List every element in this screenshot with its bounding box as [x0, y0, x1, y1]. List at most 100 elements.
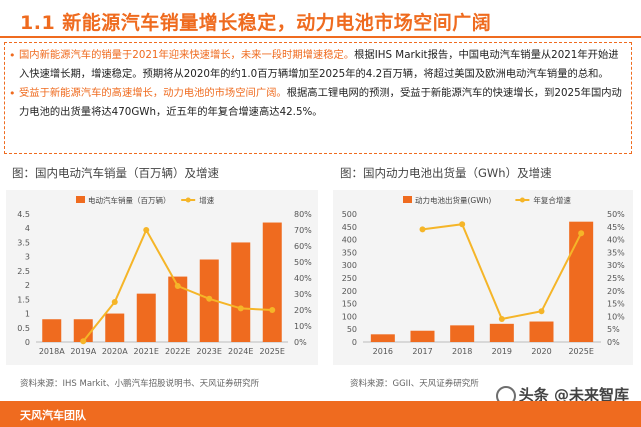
line-point	[578, 230, 585, 237]
y-left-tick-label: 100	[342, 312, 357, 321]
x-tick-label: 2016	[373, 347, 393, 356]
y-left-tick-label: 500	[342, 210, 357, 219]
legend-line-marker	[519, 197, 525, 203]
ev-sales-chart: 0 0.5 1 1.5 2 2.5 3 3.5 4 4.5 0% 10% 20% 30% 40% 50% 60%…	[17, 195, 312, 356]
page-title: 1.1 新能源汽车销量增长稳定，动力电池市场空间广阔	[20, 12, 492, 34]
legend-bar-label: 电动汽车销量（百万辆）	[88, 195, 171, 205]
y-left-tick-label: 4	[25, 224, 30, 233]
bar	[168, 276, 188, 342]
y-left-tick-label: 0.5	[17, 324, 30, 333]
y-right-tick-label: 5%	[607, 325, 620, 334]
battery-shipment-chart: 0 50 100 150 200 250 300 350 400 450 500 0% 5% 10% 15%…	[342, 195, 625, 356]
x-tick-label: 2025E	[568, 347, 593, 356]
y-left-tick-label: 150	[342, 300, 357, 309]
y-right-tick-label: 50%	[294, 258, 312, 267]
x-tick-label: 2017	[412, 347, 432, 356]
y-right-tick-label: 35%	[607, 248, 625, 257]
bar	[262, 222, 282, 342]
y-left-tick-label: 3	[25, 253, 30, 262]
legend-bar-swatch	[76, 196, 85, 203]
y-right-tick-label: 25%	[607, 274, 625, 283]
y-left-tick-label: 4.5	[17, 210, 30, 219]
bullet-2-text: 根据高工锂电网的预测，受益于新能源汽车的快速增长，到2025年国内动力电池的出货…	[19, 87, 622, 118]
footer-team: 天风汽车团队	[20, 409, 86, 422]
chart-2-panel: 0 50 100 150 200 250 300 350 400 450 500 0% 5% 10% 15%…	[333, 190, 633, 365]
y-right-tick-label: 0%	[607, 338, 620, 347]
chart-2-source: 资料来源：GGII、天风证券研究所	[350, 379, 479, 389]
line-point	[143, 227, 150, 233]
y-right-tick-label: 80%	[294, 210, 312, 219]
bullet-1-highlight: 国内新能源汽车的销量于2021年迎来快速增长，未来一段时期增速稳定。	[19, 49, 355, 61]
y-left-tick-label: 2	[25, 281, 30, 290]
legend-line-label: 增速	[199, 195, 214, 205]
y-left-tick-label: 250	[342, 274, 357, 283]
y-left-tick-label: 200	[342, 287, 357, 296]
chart-1-panel: 0 0.5 1 1.5 2 2.5 3 3.5 4 4.5 0% 10% 20% 30% 40% 50% 60%…	[6, 190, 318, 365]
x-tick-label: 2019A	[70, 347, 96, 356]
chart-2-title: 图：国内动力电池出货量（GWh）及增速	[340, 166, 552, 180]
y-right-tick-label: 60%	[294, 242, 312, 251]
y-right-tick-label: 10%	[294, 322, 312, 331]
line-point	[80, 338, 87, 345]
y-left-tick-label: 300	[342, 261, 357, 270]
y-right-tick-label: 15%	[607, 300, 625, 309]
y-right-tick-label: 30%	[607, 261, 625, 270]
y-left-tick-label: 1	[25, 310, 30, 319]
y-left-tick-label: 0	[25, 338, 30, 347]
y-left-tick-label: 450	[342, 223, 357, 232]
y-left-tick-label: 350	[342, 248, 357, 257]
x-tick-label: 2025E	[260, 347, 285, 356]
x-tick-label: 2021E	[134, 347, 159, 356]
x-tick-label: 2018	[452, 347, 472, 356]
y-right-tick-label: 30%	[294, 290, 312, 299]
line-point	[237, 305, 244, 312]
growth-line	[422, 223, 583, 321]
line-point	[498, 315, 505, 322]
line-point	[111, 299, 118, 305]
y-left-tick-label: 1.5	[17, 295, 30, 304]
line-point	[538, 308, 545, 315]
chart-1-title: 图：国内电动汽车销量（百万辆）及增速	[12, 166, 219, 180]
x-tick-label: 2018A	[39, 347, 65, 356]
y-right-tick-label: 10%	[607, 312, 625, 321]
legend-bar-swatch	[403, 196, 412, 203]
y-right-tick-label: 50%	[607, 210, 625, 219]
y-right-tick-label: 0%	[294, 338, 307, 347]
y-right-tick-label: 20%	[294, 306, 312, 315]
y-right-tick-label: 40%	[294, 274, 312, 283]
bullet-1-text: 根据IHS Markit报告，中国电动汽车销量从2021年开始进入快速增长期，增…	[19, 49, 619, 80]
line-point	[459, 221, 466, 228]
bar	[569, 221, 594, 342]
bullet-marker: •	[9, 87, 16, 100]
x-tick-label: 2019	[492, 347, 512, 356]
line-point	[206, 295, 213, 302]
bar	[136, 293, 156, 342]
footer-bar: 天风汽车团队	[0, 401, 641, 427]
summary-box: • 国内新能源汽车的销量于2021年迎来快速增长，未来一段时期增速稳定。根据IHS…	[4, 42, 632, 154]
x-tick-label: 2022E	[165, 347, 190, 356]
x-tick-label: 2020	[531, 347, 551, 356]
y-left-tick-label: 3.5	[17, 238, 30, 247]
y-right-tick-label: 40%	[607, 236, 625, 245]
y-right-tick-label: 70%	[294, 226, 312, 235]
bar	[105, 313, 125, 342]
line-point	[269, 307, 276, 313]
y-right-tick-label: 45%	[607, 223, 625, 232]
legend-line-marker	[185, 197, 191, 203]
bullet-2: • 受益于新能源汽车的高速增长，动力电池的市场空间广阔。根据高工锂电网的预测，受益…	[9, 84, 625, 122]
x-tick-label: 2024E	[228, 347, 253, 356]
bar	[489, 323, 514, 342]
bar	[370, 334, 395, 342]
y-left-tick-label: 50	[347, 325, 357, 334]
x-tick-label: 2023E	[197, 347, 222, 356]
bar	[231, 242, 251, 342]
bar	[410, 330, 435, 342]
title-divider	[0, 36, 641, 38]
bullet-1: • 国内新能源汽车的销量于2021年迎来快速增长，未来一段时期增速稳定。根据IHS…	[9, 46, 625, 84]
legend-bar-label: 动力电池出货量(GWh)	[415, 195, 491, 205]
y-left-tick-label: 400	[342, 236, 357, 245]
bullet-2-highlight: 受益于新能源汽车的高速增长，动力电池的市场空间广阔。	[19, 87, 287, 99]
y-left-tick-label: 2.5	[17, 267, 30, 276]
bullet-marker: •	[9, 49, 16, 62]
bar	[450, 325, 475, 342]
